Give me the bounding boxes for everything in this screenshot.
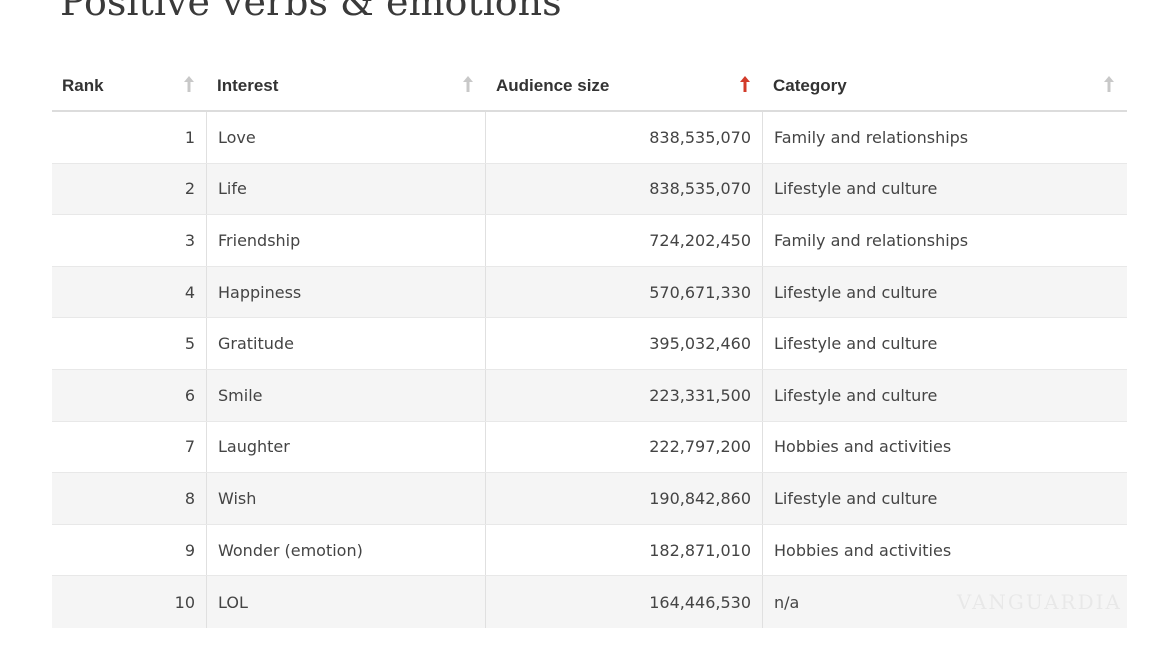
- audience-size-cell: 838,535,070: [486, 112, 763, 163]
- rank-cell: 4: [52, 266, 207, 318]
- category-cell: Family and relationships: [774, 230, 969, 250]
- interest-cell: Life: [207, 163, 486, 215]
- interest-cell: Gratitude: [207, 318, 486, 369]
- interest-cell: Love: [207, 112, 486, 163]
- audience-size-cell: 570,671,330: [486, 266, 763, 318]
- table-body: 1 Love 838,535,070 Family and relationsh…: [52, 112, 1127, 628]
- table-header-row: Rank Interest Audience size Category: [52, 62, 1127, 112]
- column-header-interest[interactable]: Interest: [207, 62, 486, 110]
- category-cell: Lifestyle and culture: [774, 385, 938, 405]
- interest-cell: Friendship: [207, 215, 486, 266]
- table-row: 5 Gratitude 395,032,460 Lifestyle and cu…: [52, 318, 1127, 370]
- interest-cell: LOL: [207, 576, 486, 628]
- rank-cell: 5: [52, 318, 207, 369]
- interest-cell: Smile: [207, 369, 486, 421]
- category-cell: Lifestyle and culture: [774, 282, 938, 302]
- rank-cell: 8: [52, 473, 207, 524]
- category-cell: Hobbies and activities: [774, 540, 952, 560]
- page-title: Positive verbs & emotions: [60, 0, 562, 24]
- column-header-label: Audience size: [496, 76, 610, 95]
- interest-cell: Laughter: [207, 421, 486, 473]
- category-cell: Lifestyle and culture: [774, 179, 938, 199]
- table-row: 10 LOL 164,446,530 n/a: [52, 576, 1127, 628]
- rank-cell: 10: [52, 576, 207, 628]
- audience-size-cell: 164,446,530: [486, 576, 763, 628]
- sort-arrow-icon[interactable]: [1103, 74, 1115, 94]
- audience-size-cell: 223,331,500: [486, 369, 763, 421]
- table-row: 8 Wish 190,842,860 Lifestyle and culture: [52, 473, 1127, 525]
- rank-cell: 2: [52, 163, 207, 215]
- audience-size-cell: 724,202,450: [486, 215, 763, 266]
- interest-cell: Wonder (emotion): [207, 524, 486, 576]
- table-row: 7 Laughter 222,797,200 Hobbies and activ…: [52, 421, 1127, 474]
- table-row: 3 Friendship 724,202,450 Family and rela…: [52, 215, 1127, 267]
- data-table: Rank Interest Audience size Category 1 L…: [52, 62, 1127, 628]
- audience-size-cell: 838,535,070: [486, 163, 763, 215]
- rank-cell: 3: [52, 215, 207, 266]
- category-cell: Lifestyle and culture: [774, 334, 938, 354]
- sort-arrow-icon[interactable]: [183, 74, 195, 94]
- rank-cell: 9: [52, 524, 207, 576]
- audience-size-cell: 395,032,460: [486, 318, 763, 369]
- column-header-category[interactable]: Category: [763, 62, 1127, 110]
- table-row: 6 Smile 223,331,500 Lifestyle and cultur…: [52, 369, 1127, 422]
- interest-cell: Happiness: [207, 266, 486, 318]
- audience-size-cell: 182,871,010: [486, 524, 763, 576]
- column-header-label: Rank: [62, 76, 104, 95]
- interest-cell: Wish: [207, 473, 486, 524]
- category-cell: Hobbies and activities: [774, 437, 952, 457]
- rank-cell: 1: [52, 112, 207, 163]
- column-header-rank[interactable]: Rank: [52, 62, 207, 110]
- category-cell: Lifestyle and culture: [774, 488, 938, 508]
- category-cell: n/a: [774, 592, 800, 612]
- audience-size-cell: 222,797,200: [486, 421, 763, 473]
- watermark: VANGUARDIA: [956, 590, 1122, 614]
- column-header-label: Category: [773, 76, 847, 95]
- table-row: 9 Wonder (emotion) 182,871,010 Hobbies a…: [52, 524, 1127, 577]
- table-row: 2 Life 838,535,070 Lifestyle and culture: [52, 163, 1127, 216]
- sort-arrow-icon[interactable]: [739, 74, 751, 94]
- table-row: 1 Love 838,535,070 Family and relationsh…: [52, 112, 1127, 164]
- column-header-audience-size[interactable]: Audience size: [486, 62, 763, 110]
- sort-arrow-icon[interactable]: [462, 74, 474, 94]
- category-cell: Family and relationships: [774, 127, 969, 147]
- audience-size-cell: 190,842,860: [486, 473, 763, 524]
- column-header-label: Interest: [217, 76, 279, 95]
- table-row: 4 Happiness 570,671,330 Lifestyle and cu…: [52, 266, 1127, 319]
- rank-cell: 6: [52, 369, 207, 421]
- rank-cell: 7: [52, 421, 207, 473]
